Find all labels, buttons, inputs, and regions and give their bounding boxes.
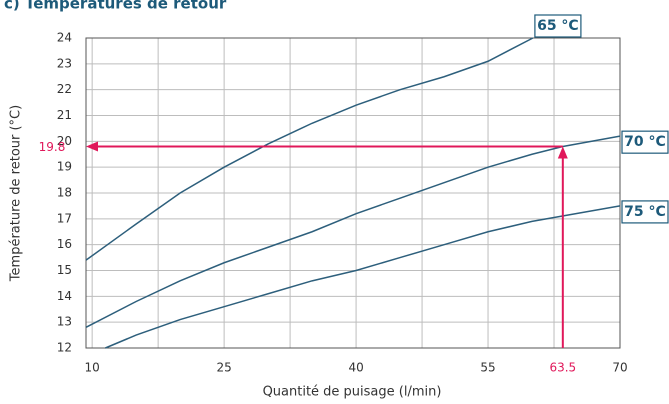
- plot-frame: [85, 37, 621, 349]
- y-tick-label: 24: [57, 31, 72, 45]
- y-tick-label: 19: [57, 160, 72, 174]
- y-tick-label: 15: [57, 263, 72, 277]
- y-tick-label: 21: [57, 108, 72, 122]
- series-line: [105, 205, 621, 349]
- y-axis-title: Température de retour (°C): [9, 105, 24, 282]
- y-tick-label: 13: [57, 315, 72, 329]
- x-axis-title: Quantité de puisage (l/min): [263, 385, 442, 400]
- y-tick-label: 23: [57, 56, 72, 70]
- series-label-box: [534, 14, 582, 38]
- marker-y-label: 19.8: [39, 140, 66, 154]
- series-label-box: [621, 130, 669, 154]
- chart-title: c) Températures de retour: [4, 0, 227, 13]
- series-line: [85, 135, 621, 328]
- series-label-box: [621, 200, 669, 224]
- y-tick-label: 14: [57, 289, 72, 303]
- x-tick-label: 70: [612, 361, 627, 375]
- series-label: 75 °C: [624, 204, 666, 220]
- x-tick-label: 10: [85, 361, 100, 375]
- y-tick-label: 17: [57, 211, 72, 225]
- y-tick-label: 20: [57, 134, 72, 148]
- marker-x-label: 63.5: [549, 361, 576, 375]
- series-label: 70 °C: [624, 134, 666, 150]
- marker-arrows: [86, 141, 568, 348]
- marker-arrowhead: [86, 141, 98, 152]
- y-tick-label: 18: [57, 186, 72, 200]
- y-tick-label: 16: [57, 237, 72, 251]
- y-tick-label: 22: [57, 82, 72, 96]
- series-label: 65 °C: [537, 18, 579, 34]
- series-line: [85, 37, 534, 261]
- x-tick-label: 55: [480, 361, 495, 375]
- marker-arrowhead: [557, 146, 568, 159]
- y-tick-label: 12: [57, 341, 72, 355]
- x-tick-label: 25: [216, 361, 231, 375]
- x-tick-label: 40: [348, 361, 363, 375]
